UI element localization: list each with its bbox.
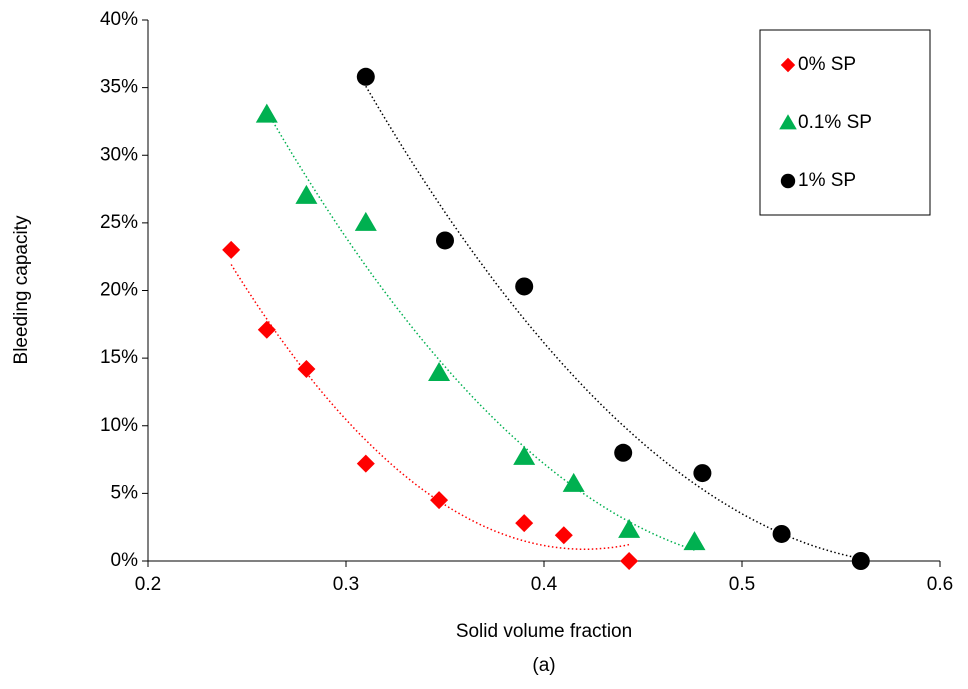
- marker-triangle: [295, 184, 318, 204]
- marker-circle: [851, 552, 870, 570]
- marker-triangle: [354, 211, 377, 231]
- y-tick-label: 5%: [111, 482, 139, 503]
- legend-label: 1% SP: [798, 170, 856, 191]
- marker-triangle: [618, 518, 641, 538]
- y-axis-title: Bleeding capacity: [11, 215, 32, 364]
- marker-triangle: [683, 531, 706, 551]
- marker-diamond: [620, 552, 639, 570]
- marker-circle: [356, 67, 375, 86]
- marker-diamond: [257, 320, 276, 339]
- y-tick-label: 40%: [100, 9, 138, 30]
- x-tick-label: 0.2: [135, 574, 161, 595]
- y-tick-label: 15%: [100, 347, 138, 368]
- trendline: [230, 264, 630, 550]
- marker-diamond: [356, 454, 375, 473]
- marker-diamond: [554, 526, 573, 545]
- y-tick-label: 20%: [100, 280, 138, 301]
- y-tick-label: 35%: [100, 77, 138, 98]
- y-tick-label: 25%: [100, 212, 138, 233]
- marker-circle: [515, 277, 534, 296]
- marker-diamond: [515, 514, 534, 533]
- marker-circle: [436, 231, 454, 250]
- x-axis-title: Solid volume fraction: [456, 621, 632, 642]
- marker-triangle: [513, 445, 536, 465]
- marker-triangle: [562, 472, 585, 492]
- x-tick-label: 0.6: [927, 574, 953, 595]
- marker-triangle: [255, 103, 278, 123]
- x-tick-label: 0.5: [729, 574, 755, 595]
- x-tick-label: 0.4: [531, 574, 558, 595]
- marker-diamond: [222, 240, 241, 259]
- caption: (a): [532, 655, 555, 676]
- legend-label: 0.1% SP: [798, 112, 872, 133]
- marker-triangle: [779, 114, 797, 130]
- marker-circle: [693, 464, 712, 483]
- marker-circle: [614, 443, 633, 462]
- legend-label: 0% SP: [798, 54, 856, 75]
- y-tick-label: 0%: [111, 550, 139, 571]
- y-tick-label: 10%: [100, 415, 138, 436]
- marker-circle: [780, 173, 796, 189]
- trendline: [266, 110, 695, 551]
- marker-diamond: [297, 359, 316, 378]
- marker-diamond: [430, 491, 449, 510]
- y-tick-label: 30%: [100, 144, 138, 165]
- marker-circle: [772, 524, 791, 543]
- marker-triangle: [428, 362, 451, 382]
- x-tick-label: 0.3: [333, 574, 359, 595]
